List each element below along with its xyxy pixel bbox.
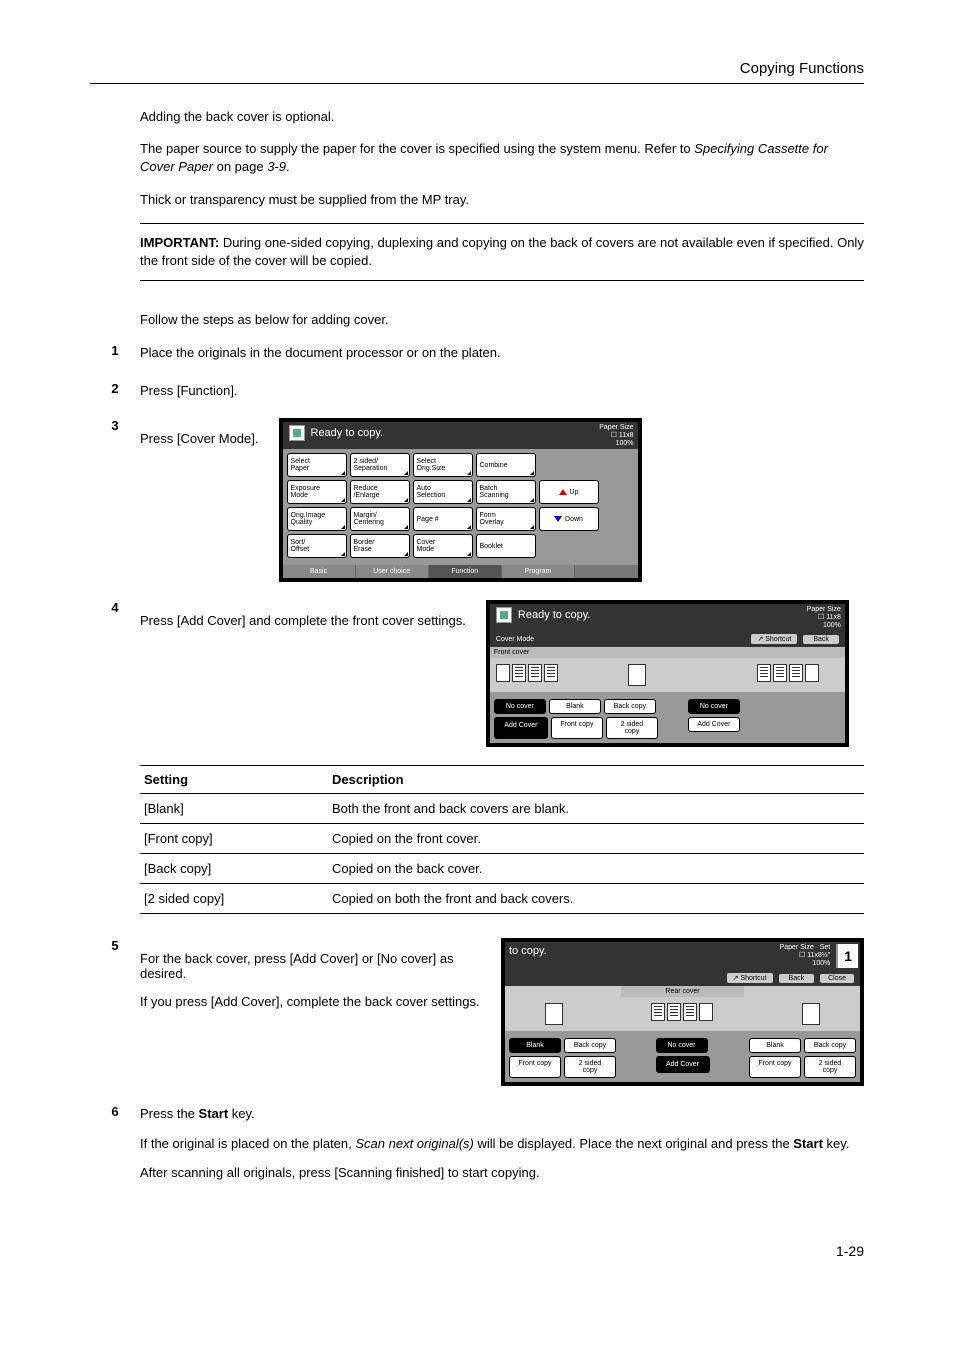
up-button[interactable]: Up xyxy=(539,480,599,504)
follow-text: Follow the steps as below for adding cov… xyxy=(140,311,864,329)
screen-rearcover: to copy. Paper Size Set☐ 11x8½"100% 1 ↗ … xyxy=(501,938,864,1086)
rear-2sided-option[interactable]: 2 sidedcopy xyxy=(804,1056,856,1078)
exposure-button[interactable]: ExposureMode xyxy=(287,480,347,504)
pagenum-button[interactable]: Page # xyxy=(413,507,473,531)
autoselection-button[interactable]: AutoSelection xyxy=(413,480,473,504)
batch-button[interactable]: BatchScanning xyxy=(476,480,536,504)
tab-function[interactable]: Function xyxy=(429,565,502,578)
covermode-button[interactable]: CoverMode xyxy=(413,534,473,558)
back-button[interactable]: Back xyxy=(779,974,815,983)
rear-blank-option[interactable]: Blank xyxy=(749,1038,801,1053)
intro-p1: Adding the back cover is optional. xyxy=(140,108,864,126)
table-row: [Front copy]Copied on the front cover. xyxy=(140,824,864,854)
select-paper-button[interactable]: SelectPaper xyxy=(287,453,347,477)
rear-addcover-option[interactable]: Add Cover xyxy=(688,717,740,732)
shortcut-button[interactable]: ↗ Shortcut xyxy=(727,973,773,983)
front-backcopy-option[interactable]: Back copy xyxy=(564,1038,616,1053)
blank-option[interactable]: Blank xyxy=(549,699,601,714)
front-frontcopy-option[interactable]: Front copy xyxy=(509,1056,561,1078)
tab-userchoice[interactable]: User choice xyxy=(356,565,429,578)
table-row: [Blank]Both the front and back covers ar… xyxy=(140,794,864,824)
front-2sided-option[interactable]: 2 sidedcopy xyxy=(564,1056,616,1078)
tab-program[interactable]: Program xyxy=(502,565,575,578)
2sided-button[interactable]: 2 sided/Separation xyxy=(350,453,410,477)
tab-basic[interactable]: Basic xyxy=(283,565,356,578)
step-4: 4 Press [Add Cover] and complete the fro… xyxy=(90,600,864,747)
front-cover-preview xyxy=(496,664,558,682)
reduce-button[interactable]: Reduce/Enlarge xyxy=(350,480,410,504)
step-3: 3 Press [Cover Mode]. Ready to copy. Pap… xyxy=(90,418,864,582)
important-note: IMPORTANT: During one-sided copying, dup… xyxy=(140,223,864,281)
backcopy-option[interactable]: Back copy xyxy=(604,699,656,714)
sort-button[interactable]: Sort/Offset xyxy=(287,534,347,558)
shortcut-button[interactable]: ↗ Shortcut xyxy=(751,634,797,644)
rear-nocover-option[interactable]: No cover xyxy=(656,1038,708,1053)
nocover-option[interactable]: No cover xyxy=(494,699,546,714)
rear-backcopy-option[interactable]: Back copy xyxy=(804,1038,856,1053)
front-blank-option[interactable]: Blank xyxy=(509,1038,561,1053)
close-button[interactable]: Close xyxy=(820,974,854,983)
table-row: [2 sided copy]Copied on both the front a… xyxy=(140,884,864,914)
page-number: 1-29 xyxy=(90,1243,864,1259)
rear-frontcopy-option[interactable]: Front copy xyxy=(749,1056,801,1078)
page-header: Copying Functions xyxy=(90,60,864,84)
settings-table: SettingDescription [Blank]Both the front… xyxy=(140,765,864,914)
screen-function: Ready to copy. Paper Size☐ 11x8100% Sele… xyxy=(279,418,642,582)
margin-button[interactable]: Margin/Centering xyxy=(350,507,410,531)
down-button[interactable]: Down xyxy=(539,507,599,531)
step-1: 1 Place the originals in the document pr… xyxy=(90,343,864,363)
booklet-button[interactable]: Booklet xyxy=(476,534,536,558)
screen-covermode: Ready to copy. Paper Size☐ 11x8100% Cove… xyxy=(486,600,849,747)
rear-nocover-option[interactable]: No cover xyxy=(688,699,740,714)
bordererase-button[interactable]: BorderErase xyxy=(350,534,410,558)
step-6: 6 Press the Start key. If the original i… xyxy=(90,1104,864,1193)
frontcopy-option[interactable]: Front copy xyxy=(551,717,603,739)
intro-p2: The paper source to supply the paper for… xyxy=(140,140,864,176)
step-5: 5 For the back cover, press [Add Cover] … xyxy=(90,938,864,1086)
back-cover-preview xyxy=(757,664,819,682)
ready-icon xyxy=(496,607,512,623)
2sidedcopy-option[interactable]: 2 sidedcopy xyxy=(606,717,658,739)
step-2: 2 Press [Function]. xyxy=(90,381,864,401)
combine-button[interactable]: Combine xyxy=(476,453,536,477)
origimage-button[interactable]: Orig.ImageQuality xyxy=(287,507,347,531)
formoverlay-button[interactable]: FormOverlay xyxy=(476,507,536,531)
select-origsize-button[interactable]: SelectOrig.Size xyxy=(413,453,473,477)
addcover-option[interactable]: Add Cover xyxy=(494,717,548,739)
table-row: [Back copy]Copied on the back cover. xyxy=(140,854,864,884)
back-button[interactable]: Back xyxy=(803,635,839,644)
intro-p3: Thick or transparency must be supplied f… xyxy=(140,191,864,209)
rear-addcover-option[interactable]: Add Cover xyxy=(656,1056,710,1073)
ready-icon xyxy=(289,425,305,441)
